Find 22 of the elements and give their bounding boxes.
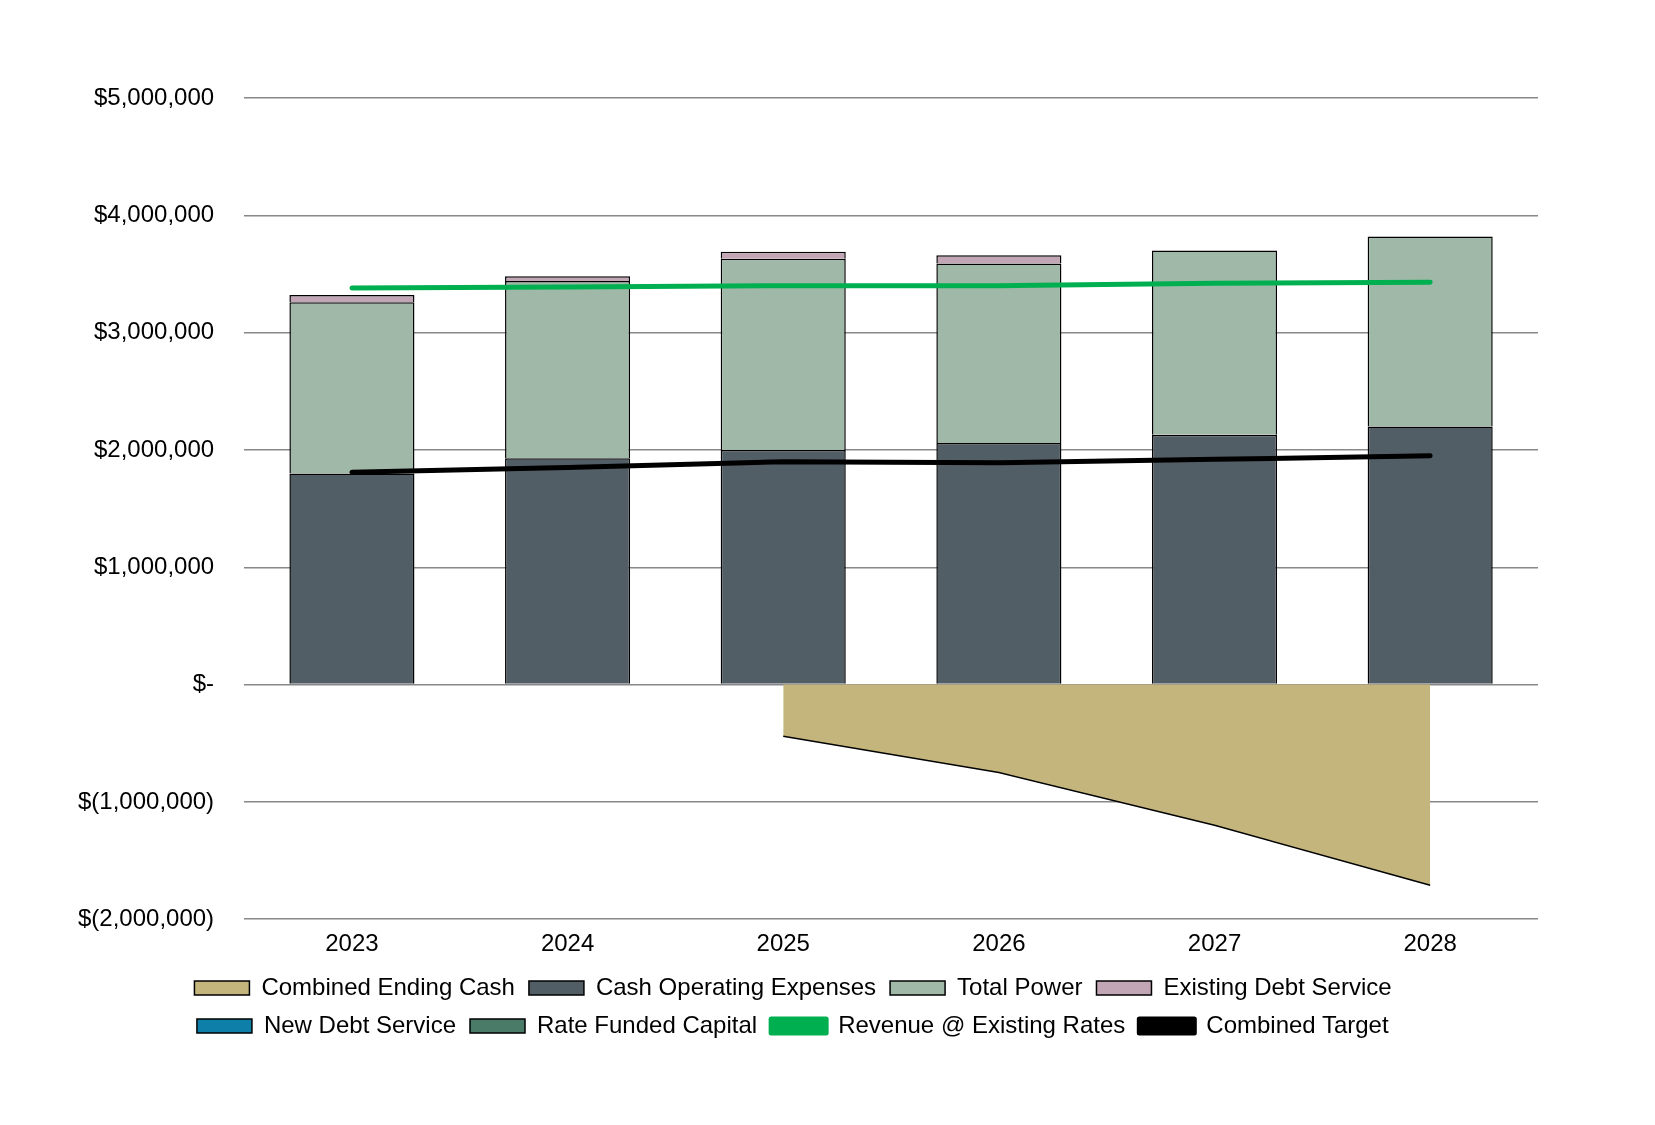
legend-label: Revenue @ Existing Rates xyxy=(838,1010,1126,1038)
x-tick-label: 2025 xyxy=(756,929,810,957)
legend-label: Cash Operating Expenses xyxy=(595,972,877,1000)
y-tick-label: $1,000,000 xyxy=(93,551,215,579)
y-tick-label: $(2,000,000) xyxy=(77,903,215,931)
legend-label: Combined Ending Cash xyxy=(261,972,515,1000)
legend-label: Total Power xyxy=(957,972,1083,1000)
x-tick-label: 2028 xyxy=(1403,929,1457,957)
legend-label: Existing Debt Service xyxy=(1163,972,1392,1000)
y-tick-label: $3,000,000 xyxy=(93,317,215,345)
y-tick-label: $- xyxy=(192,669,215,697)
x-tick-label: 2024 xyxy=(540,929,595,957)
x-tick-label: 2023 xyxy=(325,929,379,957)
legend-label: Combined Target xyxy=(1206,1010,1389,1038)
y-tick-label: $5,000,000 xyxy=(93,82,215,110)
x-tick-label: 2027 xyxy=(1187,929,1242,957)
legend-label: Rate Funded Capital xyxy=(537,1010,758,1038)
y-tick-label: $4,000,000 xyxy=(93,199,215,227)
y-tick-label: $2,000,000 xyxy=(93,434,215,462)
y-tick-label: $(1,000,000) xyxy=(77,786,215,814)
x-tick-label: 2026 xyxy=(972,929,1026,957)
legend-label: New Debt Service xyxy=(263,1010,457,1038)
